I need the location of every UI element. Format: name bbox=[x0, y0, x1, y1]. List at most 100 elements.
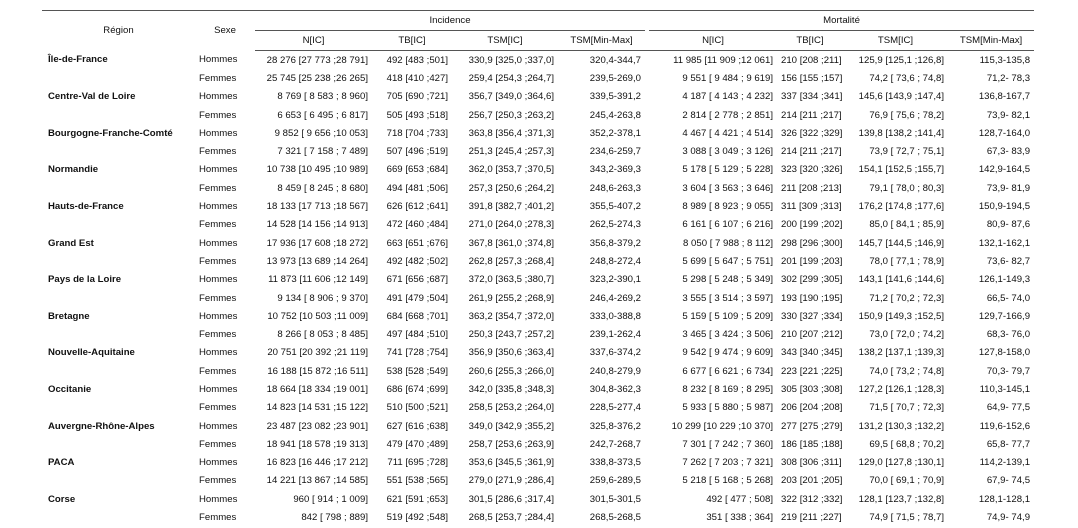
value-cell: 494 [481 ;506] bbox=[386, 182, 448, 194]
spacer bbox=[645, 30, 650, 51]
table-row: Femmes 18 941 [18 578 ;19 313] 479 [470 ;4… bbox=[42, 435, 1034, 453]
column-header: N[IC] bbox=[649, 30, 778, 51]
value-cell: 74,9 [ 71,5 ; 78,7] bbox=[869, 512, 945, 524]
value-cell: 268,5 [253,7 ;284,4] bbox=[468, 512, 554, 524]
value-cell: 301,5 [286,6 ;317,4] bbox=[468, 493, 554, 505]
table-row: Femmes 7 321 [ 7 158 ; 7 489] 507 [496 ;51… bbox=[42, 142, 1034, 160]
value-cell: 132,1-162,1 bbox=[978, 237, 1031, 249]
value-cell: 10 752 [10 503 ;11 009] bbox=[267, 310, 368, 322]
value-cell: 258,7 [253,6 ;263,9] bbox=[468, 438, 554, 450]
value-cell: 391,8 [382,7 ;401,2] bbox=[468, 201, 554, 213]
value-cell: 505 [493 ;518] bbox=[386, 109, 448, 121]
sex-cell: Femmes bbox=[199, 475, 237, 487]
table-row: Occitanie Hommes 18 664 [18 334 ;19 001] 68… bbox=[42, 380, 1034, 398]
table-row: Femmes 14 823 [14 531 ;15 122] 510 [500 ;5… bbox=[42, 399, 1034, 417]
region-cell: Normandie bbox=[48, 164, 99, 176]
value-cell: 139,8 [138,2 ;141,4] bbox=[858, 127, 945, 139]
value-cell: 228,5-277,4 bbox=[589, 402, 642, 414]
value-cell: 5 218 [ 5 168 ; 5 268] bbox=[682, 475, 774, 487]
value-cell: 339,5-391,2 bbox=[589, 91, 642, 103]
value-cell: 372,0 [363,5 ;380,7] bbox=[468, 274, 554, 286]
value-cell: 260,6 [255,3 ;266,0] bbox=[468, 365, 554, 377]
value-cell: 78,0 [ 77,1 ; 78,9] bbox=[869, 255, 945, 267]
table-row: Femmes 9 134 [ 8 906 ; 9 370] 491 [479 ;50… bbox=[42, 289, 1034, 307]
value-cell: 4 467 [ 4 421 ; 4 514] bbox=[682, 127, 774, 139]
value-cell: 320,4-344,7 bbox=[589, 54, 642, 66]
value-cell: 14 823 [14 531 ;15 122] bbox=[266, 402, 368, 414]
value-cell: 239,1-262,4 bbox=[589, 329, 642, 341]
value-cell: 363,8 [356,4 ;371,3] bbox=[468, 127, 554, 139]
sex-cell: Hommes bbox=[199, 310, 238, 322]
empty-cell bbox=[42, 362, 195, 380]
value-cell: 245,4-263,8 bbox=[589, 109, 642, 121]
value-cell: 9 551 [ 9 484 ; 9 619] bbox=[682, 72, 774, 84]
table-row: Bretagne Hommes 10 752 [10 503 ;11 009] 684… bbox=[42, 307, 1034, 325]
value-cell: 8 266 [ 8 053 ; 8 485] bbox=[277, 329, 368, 341]
sex-cell: Hommes bbox=[199, 91, 238, 103]
value-cell: 621 [591 ;653] bbox=[386, 493, 448, 505]
value-cell: 250,3 [243,7 ;257,2] bbox=[468, 329, 554, 341]
table-row: Île-de-France Hommes 28 276 [27 773 ;28 79… bbox=[42, 51, 1034, 70]
value-cell: 234,6-259,7 bbox=[589, 146, 642, 158]
value-cell: 150,9-194,5 bbox=[978, 201, 1031, 213]
value-cell: 256,7 [250,3 ;263,2] bbox=[468, 109, 554, 121]
value-cell: 246,4-269,2 bbox=[589, 292, 642, 304]
sex-cell: Hommes bbox=[199, 383, 238, 395]
column-header: N[IC] bbox=[255, 30, 372, 51]
sex-cell: Femmes bbox=[199, 109, 237, 121]
value-cell: 9 542 [ 9 474 ; 9 609] bbox=[682, 347, 774, 359]
value-cell: 5 298 [ 5 248 ; 5 349] bbox=[682, 274, 774, 286]
header-cell: Sexe bbox=[214, 25, 236, 37]
table-row: Femmes 8 459 [ 8 245 ; 8 680] 494 [481 ;50… bbox=[42, 179, 1034, 197]
table-row: Hauts-de-France Hommes 18 133 [17 713 ;18 … bbox=[42, 197, 1034, 215]
column-header: TSM[IC] bbox=[843, 30, 949, 51]
value-cell: 507 [496 ;519] bbox=[386, 146, 448, 158]
value-cell: 684 [668 ;701] bbox=[386, 310, 448, 322]
region-cell: Corse bbox=[48, 493, 76, 505]
value-cell: 17 936 [17 608 ;18 272] bbox=[266, 237, 368, 249]
value-cell: 131,2 [130,3 ;132,2] bbox=[858, 420, 945, 432]
value-cell: 69,5 [ 68,8 ; 70,2] bbox=[869, 438, 945, 450]
table-row: Pays de la Loire Hommes 11 873 [11 606 ;12… bbox=[42, 271, 1034, 289]
value-cell: 71,2 [ 70,2 ; 72,3] bbox=[869, 292, 945, 304]
value-cell: 223 [221 ;225] bbox=[781, 365, 843, 377]
value-cell: 251,3 [245,4 ;257,3] bbox=[468, 146, 554, 158]
value-cell: 142,9-164,5 bbox=[978, 164, 1031, 176]
value-cell: 13 973 [13 689 ;14 264] bbox=[266, 255, 368, 267]
value-cell: 16 823 [16 446 ;17 212] bbox=[266, 457, 368, 469]
value-cell: 262,8 [257,3 ;268,4] bbox=[468, 255, 554, 267]
value-cell: 210 [208 ;211] bbox=[781, 54, 842, 66]
value-cell: 302 [299 ;305] bbox=[781, 274, 843, 286]
value-cell: 74,0 [ 73,2 ; 74,8] bbox=[869, 365, 945, 377]
value-cell: 367,8 [361,0 ;374,8] bbox=[468, 237, 554, 249]
region-cell: Occitanie bbox=[48, 383, 92, 395]
value-cell: 686 [674 ;699] bbox=[386, 383, 448, 395]
value-cell: 240,8-279,9 bbox=[589, 365, 642, 377]
value-cell: 214 [211 ;217] bbox=[781, 109, 842, 121]
value-cell: 497 [484 ;510] bbox=[386, 329, 448, 341]
value-cell: 8 459 [ 8 245 ; 8 680] bbox=[277, 182, 368, 194]
value-cell: 479 [470 ;489] bbox=[386, 438, 448, 450]
value-cell: 10 299 [10 229 ;10 370] bbox=[671, 420, 774, 432]
value-cell: 308 [306 ;311] bbox=[781, 457, 842, 469]
table-row: Femmes 14 221 [13 867 ;14 585] 551 [538 ;5… bbox=[42, 472, 1034, 490]
value-cell: 261,9 [255,2 ;268,9] bbox=[468, 292, 554, 304]
value-cell: 301,5-301,5 bbox=[589, 493, 642, 505]
sex-cell: Femmes bbox=[199, 438, 237, 450]
value-cell: 73,9- 82,1 bbox=[986, 109, 1031, 121]
value-cell: 277 [275 ;279] bbox=[781, 420, 843, 432]
table-row: Femmes 6 653 [ 6 495 ; 6 817] 505 [493 ;51… bbox=[42, 106, 1034, 124]
value-cell: 330 [327 ;334] bbox=[781, 310, 843, 322]
value-cell: 356,8-379,2 bbox=[589, 237, 642, 249]
value-cell: 219 [211 ;227] bbox=[781, 512, 842, 524]
value-cell: 492 [483 ;501] bbox=[386, 54, 448, 66]
value-cell: 211 [208 ;213] bbox=[781, 182, 842, 194]
sex-cell: Femmes bbox=[199, 292, 237, 304]
empty-cell bbox=[42, 399, 195, 417]
value-cell: 70,0 [ 69,1 ; 70,9] bbox=[869, 475, 945, 487]
value-cell: 3 555 [ 3 514 ; 3 597] bbox=[682, 292, 774, 304]
value-cell: 326 [322 ;329] bbox=[781, 127, 843, 139]
value-cell: 262,5-274,3 bbox=[589, 219, 642, 231]
value-cell: 76,9 [ 75,6 ; 78,2] bbox=[869, 109, 945, 121]
